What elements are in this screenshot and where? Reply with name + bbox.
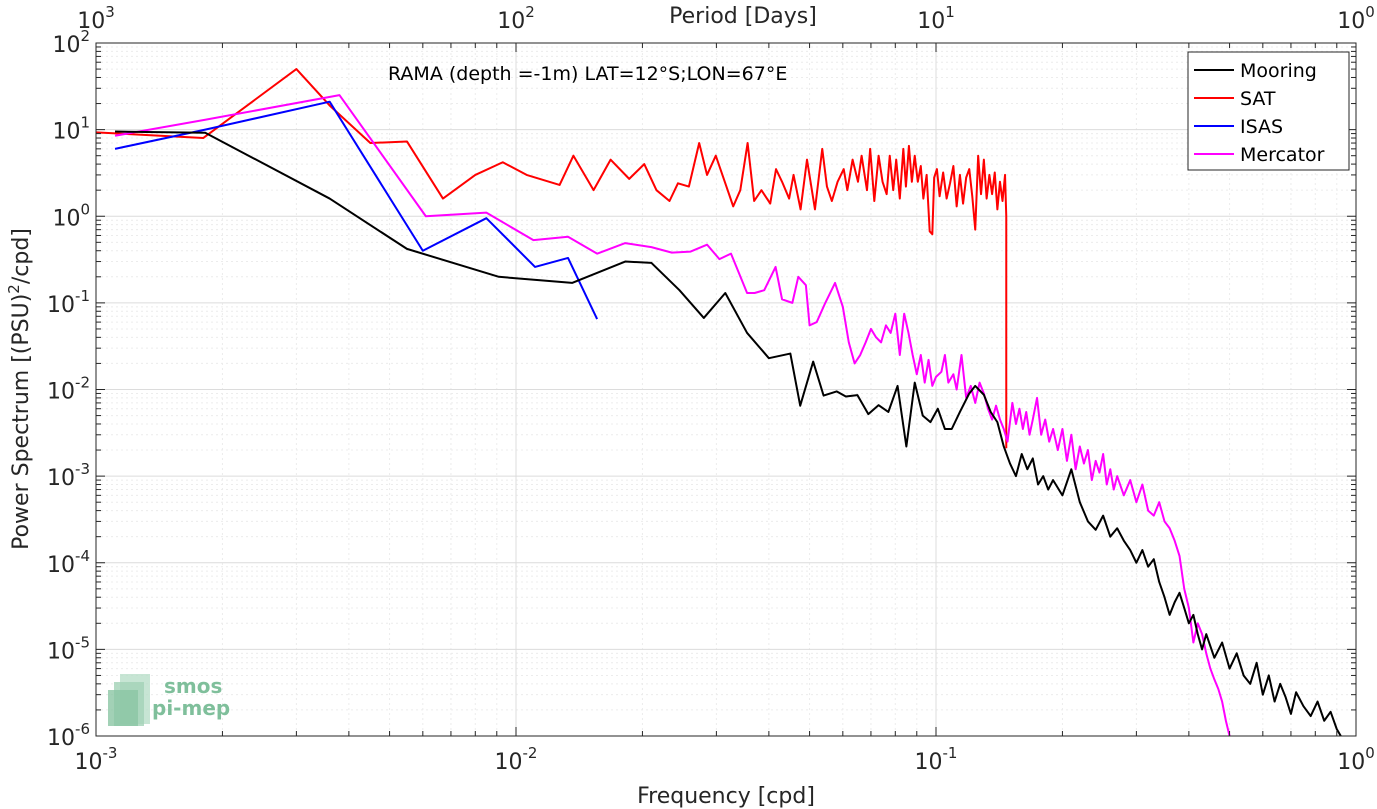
y-label-part-1: Power Spectrum [(PSU) [9, 294, 34, 550]
y-tick-label: 102 [52, 27, 90, 58]
series-line-mooring [115, 130, 1342, 737]
series-line-isas [114, 100, 599, 320]
y-tick-label: 10-1 [47, 287, 90, 318]
top-axis-label: Period [Days] [669, 4, 817, 29]
series-line-mercator [114, 94, 1231, 737]
series-layer [95, 68, 1342, 737]
legend-label-mooring: Mooring [1240, 60, 1317, 82]
y-tick-label: 10-2 [47, 374, 90, 405]
x2-tick-label: 102 [497, 3, 535, 34]
y-label-part-2: /cpd] [9, 228, 34, 284]
smos-pi-mep-logo: smos pi-mep [108, 674, 230, 726]
x2-tick-label: 100 [1337, 3, 1375, 34]
y-tick-label: 10-3 [47, 460, 90, 491]
y-label-superscript: 2 [5, 284, 23, 294]
x-tick-label: 10-2 [495, 744, 538, 775]
legend-box [1187, 51, 1350, 171]
x2-tick-label: 103 [77, 3, 115, 34]
legend: Mooring SAT ISAS Mercator [1187, 51, 1350, 171]
series-line-sat [95, 68, 1008, 449]
legend-label-sat: SAT [1240, 88, 1276, 110]
y-tick-label: 10-5 [47, 633, 90, 664]
y-tick-label: 100 [52, 200, 90, 231]
logo-text-pi-mep: pi-mep [152, 696, 230, 720]
legend-label-isas: ISAS [1240, 116, 1283, 138]
x-axis-label: Frequency [cpd] [637, 784, 815, 809]
chart-title: RAMA (depth =-1m) LAT=12°S;LON=67°E [388, 63, 787, 85]
major-grid [96, 43, 1356, 736]
legend-label-mercator: Mercator [1240, 144, 1325, 166]
y-tick-label: 10-4 [47, 547, 90, 578]
x-tick-label: 10-1 [915, 744, 958, 775]
x-tick-label: 10-3 [75, 744, 118, 775]
y-tick-label: 10-6 [47, 720, 90, 751]
x2-tick-label: 101 [917, 3, 955, 34]
x-tick-label: 100 [1337, 744, 1375, 775]
y-tick-label: 101 [52, 114, 90, 145]
y-axis-label: Power Spectrum [(PSU)2/cpd] [5, 228, 34, 550]
logo-text-smos: smos [164, 674, 222, 698]
ticks-layer [95, 42, 1357, 737]
